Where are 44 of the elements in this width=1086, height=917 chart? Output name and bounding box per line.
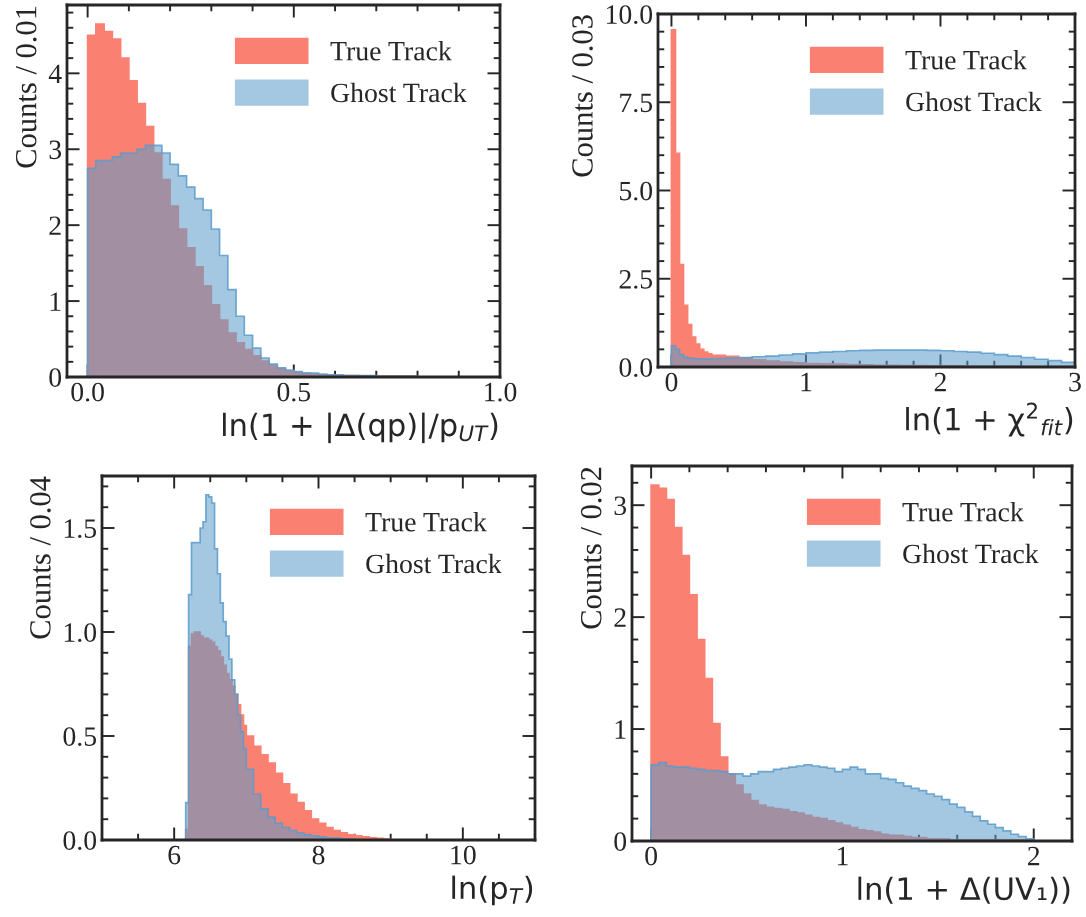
legend-label: True Track <box>330 41 452 61</box>
y-tick-label: 1 <box>615 720 626 739</box>
y-tick-label: 2 <box>49 216 61 235</box>
x-axis-title: ln(1 + |Δ(qp)|/p$_{UT}$) <box>222 412 498 444</box>
y-tick-label: 1.5 <box>64 519 97 539</box>
x-axis-title: ln(p$_{T}$) <box>452 875 533 906</box>
x-axis-title: ln(1 + χ$^{2}$$_{fit}$) <box>906 402 1073 437</box>
y-tick-label: 1.0 <box>64 623 97 643</box>
legend-label: Ghost Track <box>366 553 502 574</box>
x-tick-label: 0.5 <box>277 382 311 402</box>
y-tick-label: 7.5 <box>620 93 653 113</box>
x-tick-label: 8 <box>312 845 325 865</box>
x-tick-label: 6 <box>168 845 181 865</box>
legend-label: Ghost Track <box>903 543 1039 564</box>
y-tick-label: 4 <box>48 64 62 83</box>
legend-label: True Track <box>905 50 1027 70</box>
legend-label: Ghost Track <box>906 91 1042 112</box>
legend-label: True Track <box>902 502 1024 522</box>
y-axis-title: Counts / 0.01 <box>15 6 37 168</box>
legend-label: True Track <box>365 512 487 532</box>
y-tick-label: 0.0 <box>619 358 653 378</box>
y-axis-title: Counts / 0.04 <box>30 476 51 639</box>
x-tick-label: 1 <box>837 846 848 866</box>
x-tick-label: 3 <box>1069 372 1081 392</box>
y-tick-label: 3 <box>614 496 627 516</box>
x-tick-label: 1 <box>801 372 812 392</box>
y-tick-label: 0.0 <box>63 831 97 851</box>
legend-label: Ghost Track <box>331 82 467 103</box>
y-tick-label: 0 <box>614 832 627 851</box>
y-tick-label: 1 <box>50 292 61 311</box>
y-tick-label: 0.5 <box>63 727 97 747</box>
x-tick-label: 2 <box>1028 846 1040 866</box>
y-axis-title: Counts / 0.02 <box>580 467 602 629</box>
x-tick-label: 1.0 <box>485 382 517 402</box>
y-tick-label: 2 <box>614 608 626 627</box>
y-tick-label: 5.0 <box>620 181 653 201</box>
y-tick-label: 10.0 <box>606 5 653 25</box>
x-tick-label: 10 <box>451 845 476 865</box>
x-axis-title: ln(1 + Δ(UV₁)) <box>858 876 1070 904</box>
y-axis-title: Counts / 0.03 <box>572 15 593 177</box>
x-tick-label: 0 <box>665 372 678 392</box>
x-tick-label: 2 <box>934 372 946 392</box>
y-tick-label: 3 <box>49 140 62 160</box>
y-tick-label: 2.5 <box>619 269 653 289</box>
